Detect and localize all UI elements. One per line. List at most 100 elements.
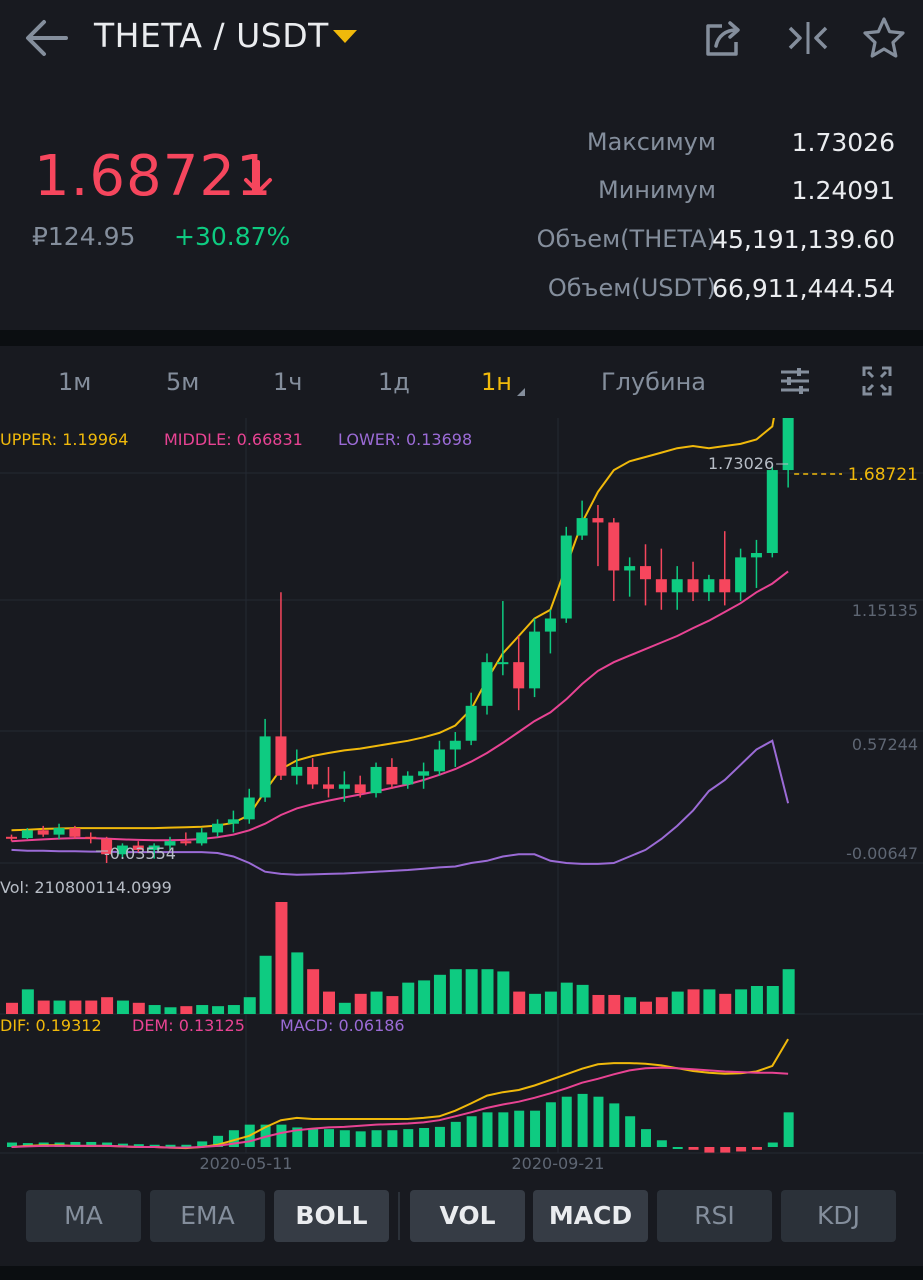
tab-1h[interactable]: 1ч <box>273 368 303 396</box>
candle-body <box>766 470 778 554</box>
macd-hist-bar <box>86 1141 97 1147</box>
stat-value-volume-base: 45,191,139.60 <box>712 225 895 254</box>
tab-1m[interactable]: 1м <box>58 368 92 396</box>
date-label: 2020-05-11 <box>200 1154 293 1173</box>
candle-body <box>640 566 651 580</box>
candle-body <box>21 830 33 839</box>
macd-hist-bar <box>609 1103 620 1147</box>
volume-bar <box>275 902 288 1014</box>
candle-body <box>386 766 398 785</box>
indicator-vol-button[interactable]: VOL <box>410 1190 525 1242</box>
stat-label-volume-base: Объем(THETA) <box>536 225 716 253</box>
dropdown-caret-icon[interactable] <box>333 30 357 43</box>
last-price: 1.68721 <box>34 144 273 209</box>
more-intervals-icon[interactable] <box>517 388 525 396</box>
boll-lines <box>11 418 790 876</box>
candle-body <box>671 579 683 593</box>
indicator-macd-button[interactable]: MACD <box>533 1190 648 1242</box>
share-icon[interactable] <box>702 16 746 60</box>
volume-bar <box>243 997 256 1014</box>
macd-hist-bar <box>228 1130 239 1147</box>
stat-value-volume-quote: 66,911,444.54 <box>712 274 895 303</box>
volume-bar <box>101 997 114 1014</box>
macd-hist-bar <box>117 1143 128 1147</box>
tab-5m[interactable]: 5м <box>166 368 200 396</box>
candlestick-chart[interactable]: 1.15135 0.57244 -0.00647 1.73026 -0.03554 1.6… <box>0 418 923 1180</box>
candles <box>6 418 794 863</box>
indicator-kdj-button[interactable]: KDJ <box>781 1190 896 1242</box>
tab-1d[interactable]: 1д <box>378 368 410 396</box>
candle-body <box>750 553 762 558</box>
candle-body <box>180 841 192 844</box>
boll-upper-legend: UPPER: 1.19964 <box>0 430 129 449</box>
candle-body <box>132 845 144 850</box>
candle-body <box>6 836 17 839</box>
macd-dem-line <box>11 1066 789 1149</box>
pair-title[interactable]: THETA / USDT <box>94 16 329 55</box>
macd-hist-bar <box>403 1129 414 1147</box>
macd-hist-bar <box>149 1144 160 1147</box>
macd-hist-bar <box>213 1135 224 1147</box>
candle-body <box>354 784 366 794</box>
macd-hist-bar <box>625 1116 636 1147</box>
macd-hist-bar <box>339 1130 350 1147</box>
candle-body <box>85 836 97 839</box>
boll-lower-line <box>11 739 790 876</box>
volume-bar <box>227 1005 240 1014</box>
chart-area[interactable]: 1.15135 0.57244 -0.00647 1.73026 -0.03554 1.6… <box>0 418 923 1180</box>
volume-bar <box>750 986 763 1014</box>
macd-hist-bar <box>292 1127 303 1147</box>
indicator-ema-button[interactable]: EMA <box>150 1190 265 1242</box>
volume-bar <box>307 969 320 1014</box>
volume-bar <box>513 991 526 1014</box>
candle-body <box>164 841 176 846</box>
settings-sliders-icon[interactable] <box>778 364 812 398</box>
macd-hist-bar <box>371 1130 382 1147</box>
candle-body <box>69 828 81 837</box>
volume-bar <box>402 982 415 1014</box>
volume-bar <box>687 989 700 1014</box>
max-price-marker: 1.73026 <box>708 454 774 473</box>
volume-bar <box>386 996 399 1014</box>
macd-hist-bar <box>641 1129 651 1147</box>
candle-body <box>116 845 128 855</box>
macd-hist-bar <box>720 1147 731 1153</box>
volume-bar <box>338 1002 351 1014</box>
macd-hist-bar <box>387 1130 398 1147</box>
volume-bar <box>116 1000 129 1014</box>
candle-body <box>370 766 382 794</box>
candle-body <box>735 557 747 593</box>
back-arrow-icon[interactable] <box>22 16 70 60</box>
star-icon[interactable] <box>862 16 906 60</box>
macd-hist-bar <box>181 1144 192 1147</box>
indicator-rsi-button[interactable]: RSI <box>657 1190 772 1242</box>
candle-body <box>465 705 477 741</box>
candle-body <box>196 832 208 844</box>
stat-value-high: 1.73026 <box>791 128 895 157</box>
tab-1w[interactable]: 1н <box>481 368 512 396</box>
candle-body <box>624 566 636 571</box>
macd-hist-bar <box>498 1112 509 1147</box>
tab-depth[interactable]: Глубина <box>601 368 706 396</box>
macd-hist-bar <box>530 1110 541 1147</box>
macd-hist-bar <box>751 1147 762 1150</box>
macd-value-legend: MACD: 0.06186 <box>280 1016 405 1035</box>
volume-legend: Vol: 210800114.0999 <box>0 878 172 897</box>
compare-icon[interactable] <box>786 16 830 60</box>
macd-dif-legend: DIF: 0.19312 <box>0 1016 102 1035</box>
indicator-boll-button[interactable]: BOLL <box>274 1190 389 1242</box>
macd-hist-bar <box>561 1096 572 1147</box>
volume-bar <box>196 1005 209 1014</box>
boll-middle-legend: MIDDLE: 0.66831 <box>164 430 303 449</box>
price-axis-label: 1.15135 <box>852 601 918 620</box>
macd-hist-bar <box>308 1127 319 1147</box>
macd-hist-bar <box>197 1141 208 1147</box>
candle-body <box>782 418 794 471</box>
fullscreen-icon[interactable] <box>860 364 894 398</box>
macd-hist-bar <box>450 1121 461 1147</box>
indicator-ma-button[interactable]: MA <box>26 1190 141 1242</box>
candle-body <box>544 618 556 632</box>
macd-hist-bar <box>324 1129 334 1147</box>
macd-hist-bar <box>70 1141 81 1147</box>
price-axis-label: -0.00647 <box>846 844 918 863</box>
